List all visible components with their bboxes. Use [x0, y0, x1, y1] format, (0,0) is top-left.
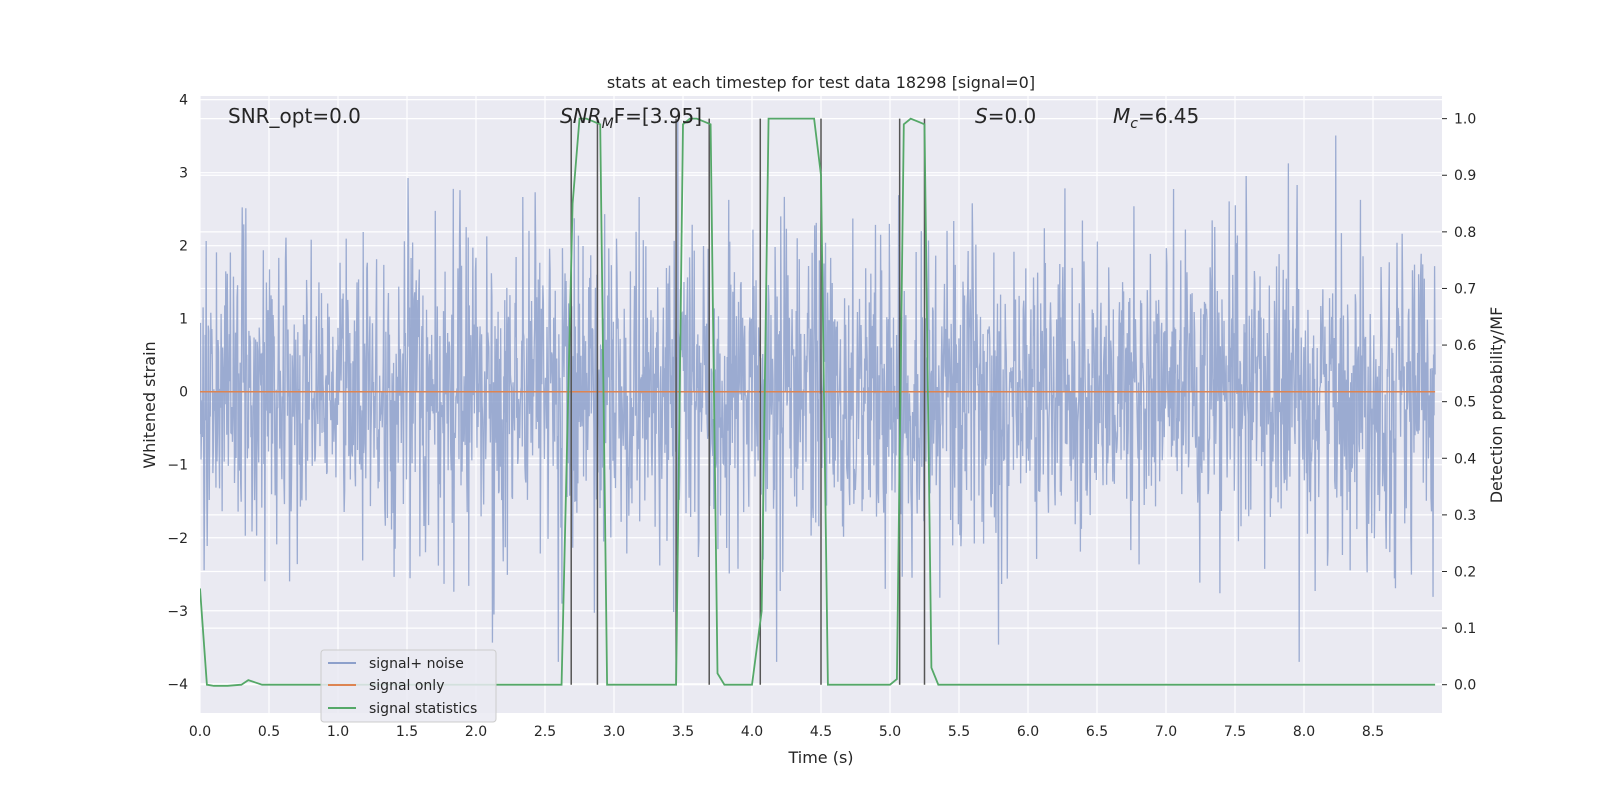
signal-statistics-layer [200, 117, 1436, 687]
annotation-snr-mf-sub: M [602, 116, 614, 132]
y-tick-label: 0 [179, 385, 188, 401]
annotations: SNR_opt=0.0 SNRMF=[3.95] S=0.0 Mc=6.45 [228, 104, 1199, 132]
y-tick-label: 3 [179, 166, 188, 182]
annotation-snr-mf-rest: F=[3.95] [614, 104, 702, 128]
y-right-tick-label: 1.0 [1454, 112, 1476, 128]
signal-statistics-line [200, 117, 1436, 687]
ticks: 0.0 0.5 1.0 1.5 2.0 2.5 3.0 3.5 4.0 4.5 5.0 5.5 6.0 6… [167, 93, 1476, 740]
x-tick-label: 0.5 [258, 724, 280, 740]
y-right-tick-label: 0.4 [1454, 451, 1476, 467]
x-tick-label: 5.5 [948, 724, 970, 740]
annotation-mc-base: M [1113, 104, 1130, 128]
x-tick-label: 8.0 [1293, 724, 1315, 740]
x-tick-label: 5.0 [879, 724, 901, 740]
x-tick-label: 3.5 [672, 724, 694, 740]
x-tick-label: 4.0 [741, 724, 763, 740]
x-tick-label: 4.5 [810, 724, 832, 740]
y-tick-label: 1 [179, 312, 188, 328]
legend: signal+ noise signal only signal statist… [320, 649, 497, 723]
chart-title: stats at each timestep for test data 182… [607, 73, 1035, 92]
y-tick-label: −1 [167, 458, 188, 474]
annotation-s-rest: =0.0 [988, 104, 1037, 128]
annotation-s: S=0.0 [975, 104, 1036, 128]
y-axis-label: Whitened strain [140, 341, 159, 468]
y-right-tick-label: 0.6 [1454, 338, 1476, 354]
x-tick-label: 0.0 [189, 724, 211, 740]
x-tick-label: 7.5 [1224, 724, 1246, 740]
y-right-tick-label: 0.3 [1454, 508, 1476, 524]
annotation-mc-rest: =6.45 [1138, 104, 1199, 128]
y-tick-label: −3 [167, 604, 188, 620]
plot-area [200, 117, 1436, 687]
annotation-mc: Mc=6.45 [1113, 104, 1199, 132]
x-axis-label: Time (s) [787, 748, 853, 767]
y-tick-label: −4 [167, 677, 188, 693]
x-tick-label: 1.0 [327, 724, 349, 740]
x-tick-label: 2.0 [465, 724, 487, 740]
annotation-snr-opt: SNR_opt=0.0 [228, 104, 361, 128]
x-tick-label: 6.5 [1086, 724, 1108, 740]
x-tick-label: 2.5 [534, 724, 556, 740]
y-right-tick-label: 0.1 [1454, 621, 1476, 637]
x-tick-label: 1.5 [396, 724, 418, 740]
x-tick-label: 8.5 [1362, 724, 1384, 740]
annotation-mc-sub: c [1130, 116, 1138, 132]
y-tick-label: 2 [179, 239, 188, 255]
annotation-snr-mf-base: SNR [560, 104, 602, 128]
y-right-tick-label: 0.9 [1454, 168, 1476, 184]
x-tick-label: 6.0 [1017, 724, 1039, 740]
y-tick-label: −2 [167, 531, 188, 547]
y-right-tick-label: 0.8 [1454, 225, 1476, 241]
y-right-axis-label: Detection probability/MF [1487, 307, 1506, 504]
x-tick-label: 3.0 [603, 724, 625, 740]
y-tick-label: 4 [179, 93, 188, 109]
legend-box [320, 649, 497, 723]
x-tick-label: 7.0 [1155, 724, 1177, 740]
annotation-snr-mf: SNRMF=[3.95] [560, 104, 702, 132]
y-right-tick-label: 0.0 [1454, 678, 1476, 694]
legend-label-signal: signal only [369, 678, 444, 694]
y-right-tick-label: 0.7 [1454, 281, 1476, 297]
y-right-tick-label: 0.5 [1454, 395, 1476, 411]
y-right-tick-label: 0.2 [1454, 564, 1476, 580]
annotation-s-italic: S [975, 104, 988, 128]
legend-label-stats: signal statistics [369, 701, 477, 717]
legend-label-noise: signal+ noise [369, 656, 464, 672]
